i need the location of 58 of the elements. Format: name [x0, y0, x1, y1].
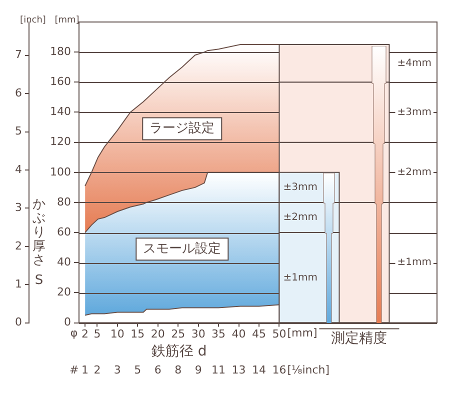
band-label: ±1mm	[283, 272, 318, 284]
text: 16	[272, 364, 286, 377]
text: 2	[94, 364, 101, 377]
text: 5	[134, 364, 142, 377]
text: [⅛inch]	[287, 364, 330, 377]
y2-tick-label: 0	[15, 316, 22, 329]
y2-tick-label: 7	[15, 48, 22, 62]
x-tick-label: 45	[252, 327, 266, 340]
text: 13	[232, 364, 246, 377]
y2-tick-label: 6	[15, 86, 22, 100]
x-tick-label: 30	[191, 327, 206, 340]
x-tick-label: 50	[272, 327, 286, 340]
x-tick-label: 20	[150, 327, 165, 340]
series-label: ラージ設定	[150, 121, 215, 136]
x-tick-label: 10	[110, 327, 124, 340]
text: 測定精度	[331, 330, 388, 346]
y-tick-label: 0	[64, 316, 71, 329]
x-tick-label: 25	[171, 327, 186, 340]
x-tick-label: 15	[130, 327, 145, 340]
y-tick-label: 120	[50, 135, 71, 148]
x-tick-label: 2	[82, 327, 89, 340]
y2-tick-label: 2	[15, 239, 22, 252]
text: 9	[194, 364, 202, 377]
text: 1	[82, 364, 89, 377]
text: #	[69, 364, 79, 377]
x-tick-label: 40	[232, 327, 246, 340]
y2-axis-title: かぶり厚さ S	[32, 196, 46, 288]
band-label: ±4mm	[397, 58, 432, 69]
text: 6	[154, 364, 162, 377]
text: 3	[114, 364, 121, 377]
text: 8	[174, 364, 182, 377]
text: [mm]	[287, 326, 318, 340]
y2-tick-label: 1	[15, 277, 22, 290]
band-label: ±2mm	[397, 166, 432, 178]
band-label: ±1mm	[397, 257, 432, 268]
text: φ	[70, 326, 78, 340]
y-tick-label: 140	[50, 105, 71, 118]
y-tick-label: 60	[56, 225, 71, 238]
text: 14	[252, 364, 266, 377]
y-tick-label: 40	[56, 256, 71, 268]
x-tick-label: 35	[212, 327, 226, 340]
annotation: [mm]	[54, 15, 80, 26]
y-tick-label: 160	[50, 75, 71, 88]
band-label: ±3mm	[397, 106, 432, 118]
text: [inch]	[20, 15, 46, 26]
band-label: ±3mm	[283, 182, 318, 194]
x-axis-title: 鉄筋径 d	[151, 343, 207, 360]
y2-tick-label: 4	[15, 162, 22, 176]
y-tick-label: 80	[56, 195, 71, 208]
text: 11	[212, 364, 226, 377]
y2-tick-label: 5	[15, 124, 22, 138]
y-tick-label: 180	[50, 44, 71, 58]
y-tick-label: 20	[56, 286, 71, 299]
x-tick-label: 5	[94, 327, 101, 340]
y-tick-label: 100	[50, 165, 71, 178]
y2-tick-label: 3	[15, 201, 22, 214]
band-label: ±2mm	[283, 212, 318, 224]
series-label: スモール設定	[143, 241, 222, 256]
